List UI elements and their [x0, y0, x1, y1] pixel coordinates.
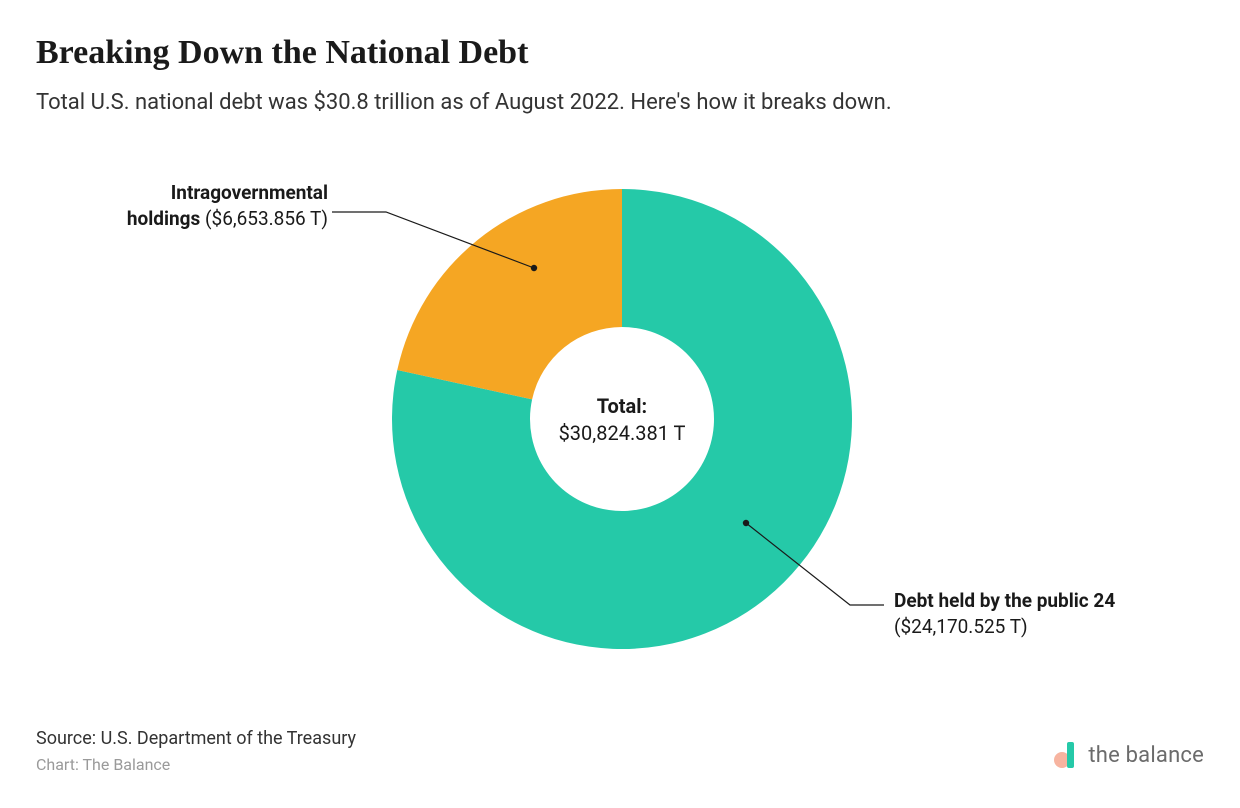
logo-mark-icon [1054, 740, 1080, 770]
chart-footer: Source: U.S. Department of the Treasury … [36, 728, 356, 774]
center-label-value: $30,824.381 T [559, 421, 686, 445]
source-line: Source: U.S. Department of the Treasury [36, 728, 356, 749]
logo-text: the balance [1088, 743, 1204, 768]
donut-center-label: Total: $30,824.381 T [552, 393, 692, 447]
callout-intragov-value: ($6,653.856 T) [205, 207, 328, 230]
callout-public: Debt held by the public 24 ($24,170.525 … [894, 588, 1194, 639]
donut-slice-intragov [397, 189, 622, 399]
callout-intragov: Intragovernmental holdings ($6,653.856 T… [104, 180, 328, 231]
credit-line: Chart: The Balance [36, 755, 356, 774]
center-label-bold: Total: [597, 394, 647, 418]
brand-logo: the balance [1054, 740, 1204, 770]
leader-dot-intragov [531, 265, 537, 271]
leader-dot-public [743, 520, 749, 526]
callout-public-label: Debt held by the public 24 [894, 589, 1115, 612]
chart-title: Breaking Down the National Debt [36, 34, 1204, 72]
callout-public-value: ($24,170.525 T) [894, 615, 1028, 638]
donut-chart: Intragovernmental holdings ($6,653.856 T… [36, 125, 1204, 685]
chart-subtitle: Total U.S. national debt was $30.8 trill… [36, 90, 1204, 115]
